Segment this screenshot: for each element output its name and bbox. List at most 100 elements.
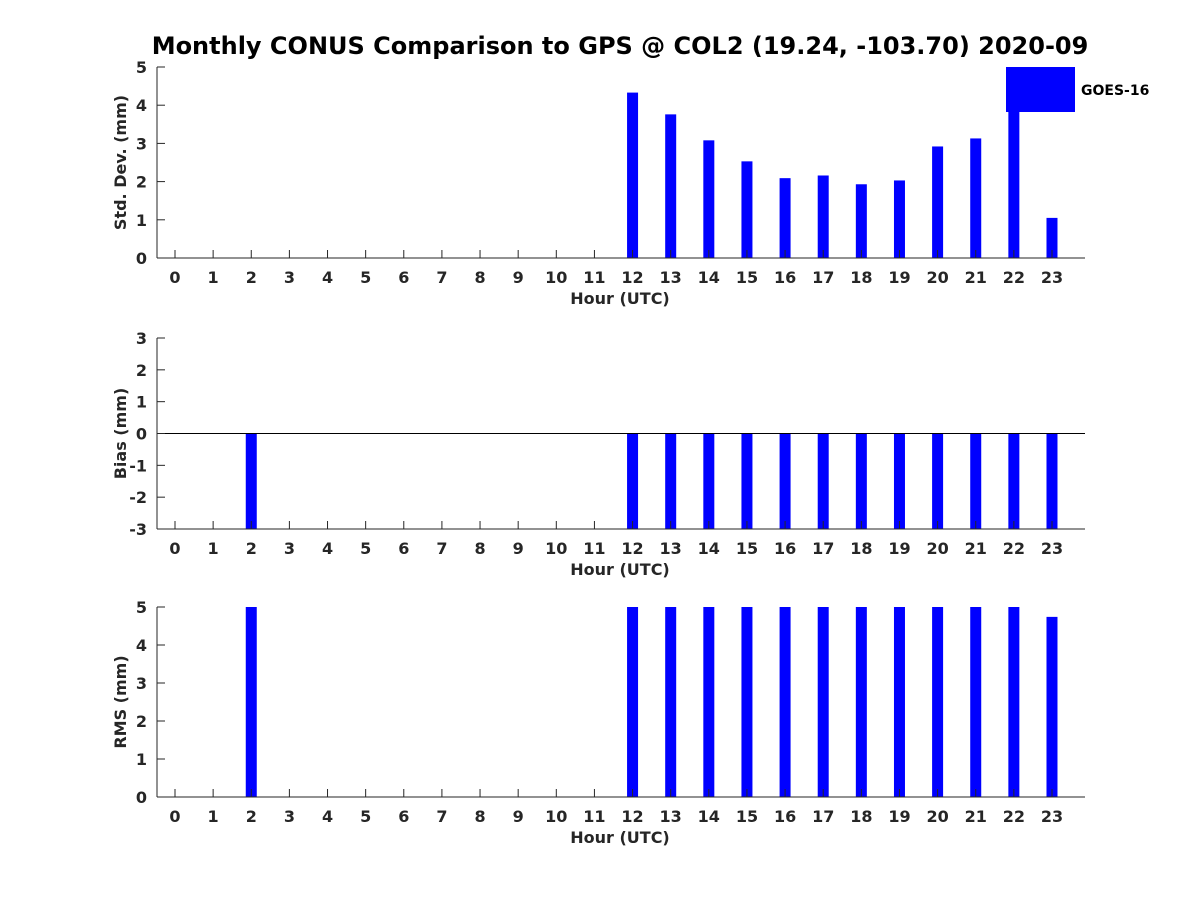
- x-tick-label: 14: [698, 807, 720, 826]
- y-tick-label: -1: [129, 456, 147, 475]
- y-axis-label: Bias (mm): [111, 388, 130, 480]
- y-tick-label: 0: [136, 788, 147, 807]
- x-tick-label: 9: [513, 807, 524, 826]
- x-axis-label: Hour (UTC): [570, 560, 670, 579]
- y-tick-label: 5: [136, 598, 147, 617]
- y-tick-label: 1: [136, 393, 147, 412]
- x-tick-label: 4: [322, 268, 333, 287]
- y-axis-label: RMS (mm): [111, 655, 130, 748]
- x-tick-label: 23: [1041, 539, 1063, 558]
- x-axis-label: Hour (UTC): [570, 828, 670, 847]
- bar-hour-12: [627, 433, 639, 529]
- x-tick-label: 18: [850, 807, 872, 826]
- y-tick-label: -2: [129, 488, 147, 507]
- x-tick-label: 22: [1003, 539, 1025, 558]
- x-tick-label: 5: [360, 807, 371, 826]
- bar-hour-19: [893, 607, 905, 797]
- x-tick-label: 22: [1003, 268, 1025, 287]
- x-tick-label: 7: [436, 807, 447, 826]
- bar-hour-16: [779, 178, 791, 258]
- x-tick-label: 21: [965, 807, 987, 826]
- x-tick-label: 12: [621, 807, 643, 826]
- x-tick-label: 5: [360, 539, 371, 558]
- x-tick-label: 10: [545, 539, 567, 558]
- x-tick-label: 18: [850, 268, 872, 287]
- x-tick-label: 1: [208, 807, 219, 826]
- x-tick-label: 11: [583, 539, 605, 558]
- x-tick-label: 6: [398, 268, 409, 287]
- bar-hour-15: [741, 607, 753, 797]
- x-tick-label: 20: [926, 807, 948, 826]
- x-tick-label: 21: [965, 268, 987, 287]
- y-tick-label: 3: [136, 134, 147, 153]
- x-tick-label: 8: [474, 268, 485, 287]
- x-tick-label: 2: [246, 539, 257, 558]
- bar-hour-20: [932, 607, 944, 797]
- bar-hour-20: [932, 433, 944, 529]
- x-tick-label: 9: [513, 268, 524, 287]
- x-tick-label: 19: [888, 807, 910, 826]
- y-tick-label: 3: [136, 329, 147, 348]
- y-tick-label: 2: [136, 173, 147, 192]
- x-tick-label: 2: [246, 807, 257, 826]
- bar-hour-2: [245, 607, 257, 797]
- y-tick-label: 0: [136, 249, 147, 268]
- y-tick-label: 4: [136, 636, 147, 655]
- x-tick-label: 3: [284, 268, 295, 287]
- x-tick-label: 2: [246, 268, 257, 287]
- bar-hour-15: [741, 161, 753, 258]
- y-tick-label: 2: [136, 712, 147, 731]
- x-tick-label: 4: [322, 539, 333, 558]
- x-tick-label: 9: [513, 539, 524, 558]
- x-tick-label: 7: [436, 268, 447, 287]
- x-tick-label: 16: [774, 539, 796, 558]
- x-tick-label: 10: [545, 268, 567, 287]
- x-tick-label: 16: [774, 268, 796, 287]
- x-tick-label: 8: [474, 807, 485, 826]
- bar-hour-2: [245, 433, 257, 529]
- bar-hour-22: [1008, 607, 1020, 797]
- bar-hour-23: [1046, 433, 1058, 529]
- bar-hour-17: [817, 175, 829, 258]
- x-tick-label: 13: [660, 807, 682, 826]
- y-tick-label: 0: [136, 425, 147, 444]
- bar-hour-23: [1046, 217, 1058, 258]
- x-tick-label: 0: [169, 268, 180, 287]
- x-tick-label: 14: [698, 268, 720, 287]
- bar-hour-19: [893, 180, 905, 258]
- bar-hour-16: [779, 433, 791, 529]
- bar-hour-22: [1008, 67, 1020, 258]
- bar-hour-14: [703, 433, 715, 529]
- legend-swatch: [1006, 67, 1075, 112]
- bar-hour-13: [665, 607, 677, 797]
- bar-hour-17: [817, 433, 829, 529]
- x-tick-label: 15: [736, 807, 758, 826]
- y-tick-label: 3: [136, 674, 147, 693]
- x-tick-label: 17: [812, 539, 834, 558]
- bar-hour-22: [1008, 433, 1020, 529]
- bar-hour-18: [855, 433, 867, 529]
- bar-hour-12: [627, 92, 639, 258]
- x-tick-label: 20: [926, 539, 948, 558]
- x-tick-label: 1: [208, 539, 219, 558]
- x-tick-label: 6: [398, 539, 409, 558]
- bar-hour-12: [627, 607, 639, 797]
- x-tick-label: 12: [621, 539, 643, 558]
- bar-hour-18: [855, 607, 867, 797]
- x-tick-label: 19: [888, 268, 910, 287]
- bar-hour-18: [855, 184, 867, 258]
- x-tick-label: 15: [736, 539, 758, 558]
- x-tick-label: 0: [169, 807, 180, 826]
- x-tick-label: 21: [965, 539, 987, 558]
- bar-hour-13: [665, 114, 677, 259]
- x-axis-label: Hour (UTC): [570, 289, 670, 308]
- y-tick-label: 2: [136, 361, 147, 380]
- bar-hour-16: [779, 607, 791, 797]
- x-tick-label: 6: [398, 807, 409, 826]
- y-tick-label: 1: [136, 750, 147, 769]
- x-tick-label: 17: [812, 807, 834, 826]
